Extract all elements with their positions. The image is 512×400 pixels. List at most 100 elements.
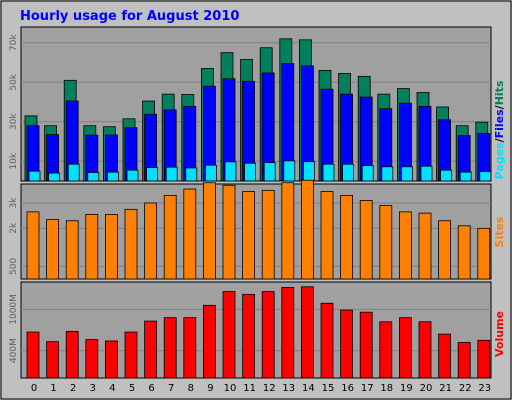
hour-tick-label: 13 (282, 383, 295, 394)
sites-bar (340, 194, 354, 280)
hour-tick-label: 19 (400, 383, 413, 394)
hits-files-pages-axis-label: Pages/Files/Hits (493, 80, 506, 179)
sites-bar (320, 191, 334, 280)
hour-tick-label: 17 (361, 383, 374, 394)
hour-tick-label: 18 (380, 383, 393, 394)
pages-legend-label: Pages (493, 142, 506, 180)
sites-bar (281, 182, 295, 280)
volume-bar (85, 339, 99, 379)
pages-bar (459, 171, 472, 182)
hour-tick-label: 0 (31, 383, 37, 394)
hour-tick-label: 2 (70, 383, 76, 394)
hour-tick-label: 8 (188, 383, 194, 394)
sites-bar (300, 179, 314, 280)
sites-bar (359, 200, 373, 280)
sites-axis-label: Sites (493, 216, 506, 247)
volume-bar (457, 341, 471, 379)
volume-bar (46, 341, 59, 379)
volume-bar (359, 311, 373, 379)
hour-tick-label: 1 (50, 383, 56, 394)
hits-legend-label: Hits (493, 80, 506, 105)
volume-bar (438, 333, 452, 379)
hour-tick-label: 12 (263, 383, 276, 394)
y-tick-label: 1000M (9, 294, 19, 325)
volume-bar (261, 291, 275, 379)
pages-bar (67, 163, 80, 182)
y-tick-label: 400M (9, 338, 19, 363)
volume-bar (222, 291, 236, 379)
y-tick-label: 2k (9, 222, 19, 234)
hour-tick-label: 7 (168, 383, 174, 394)
volume-bar (26, 331, 40, 379)
sites-bar (65, 220, 79, 280)
hour-tick-label: 3 (90, 383, 96, 394)
volume-bar (202, 304, 216, 379)
y-tick-label: 70k (9, 34, 19, 51)
pages-bar (381, 166, 394, 182)
y-tick-label: 10k (9, 152, 19, 169)
hour-tick-label: 14 (302, 383, 315, 394)
pages-bar (283, 160, 296, 182)
pages-bar (126, 169, 139, 182)
sites-bar (26, 211, 40, 280)
plot-area (20, 183, 492, 280)
sites-bar (124, 208, 138, 280)
pages-bar (48, 172, 60, 182)
sites-bar (457, 225, 471, 280)
sites-bar (477, 227, 491, 280)
pages-bar (185, 167, 198, 182)
plot-area (20, 26, 492, 182)
volume-bar (300, 286, 314, 379)
sites-bar (202, 182, 216, 280)
volume-bar (183, 317, 197, 379)
y-tick-label: 30k (9, 113, 19, 130)
hour-tick-label: 15 (322, 383, 335, 394)
hits-files-pages-panel: 70k 50k 30k 10k (9, 26, 492, 182)
legend-separator: / (493, 137, 506, 142)
sites-bar (105, 213, 118, 280)
hour-tick-label: 5 (129, 383, 135, 394)
hour-tick-label: 22 (459, 383, 472, 394)
volume-panel: 1000M 400M (9, 281, 492, 379)
sites-bar (261, 189, 275, 280)
pages-bar (322, 163, 335, 182)
plot-area (20, 281, 492, 379)
volume-bar (65, 330, 79, 379)
pages-bar (342, 163, 355, 182)
pages-bar (107, 171, 119, 182)
pages-bar (224, 161, 237, 182)
sites-bar (183, 188, 197, 280)
volume-bar (340, 309, 354, 379)
hour-tick-label: 10 (224, 383, 237, 394)
volume-bar (477, 339, 491, 379)
volume-bar (124, 331, 138, 379)
volume-bar (144, 320, 158, 379)
hour-tick-label: 23 (478, 383, 491, 394)
hour-tick-label: 6 (148, 383, 154, 394)
volume-bar (242, 293, 256, 379)
legend-separator: / (493, 104, 506, 109)
volume-bar (379, 321, 393, 379)
hour-tick-label: 21 (439, 383, 452, 394)
sites-panel: 3k 2k 500 (9, 179, 492, 280)
pages-bar (244, 162, 257, 182)
sites-bar (418, 212, 432, 280)
pages-bar (302, 161, 315, 182)
volume-bar (398, 317, 412, 379)
y-tick-label: 50k (9, 73, 19, 90)
pages-bar (146, 167, 159, 182)
pages-bar (420, 165, 433, 182)
files-legend-label: Files (493, 109, 506, 139)
sites-bar (438, 220, 452, 280)
hour-tick-label: 20 (420, 383, 433, 394)
hour-axis-labels: 0 1 2 3 4 5 6 7 8 9 10 11 12 13 14 15 16 17 18 19 20 21 22 23 (31, 383, 491, 394)
y-tick-label: 500 (9, 257, 19, 274)
pages-bar (165, 166, 178, 182)
pages-bar (28, 170, 41, 182)
y-tick-label: 3k (9, 197, 19, 209)
pages-bar (479, 171, 492, 182)
hour-tick-label: 4 (109, 383, 115, 394)
volume-bar (418, 321, 432, 379)
